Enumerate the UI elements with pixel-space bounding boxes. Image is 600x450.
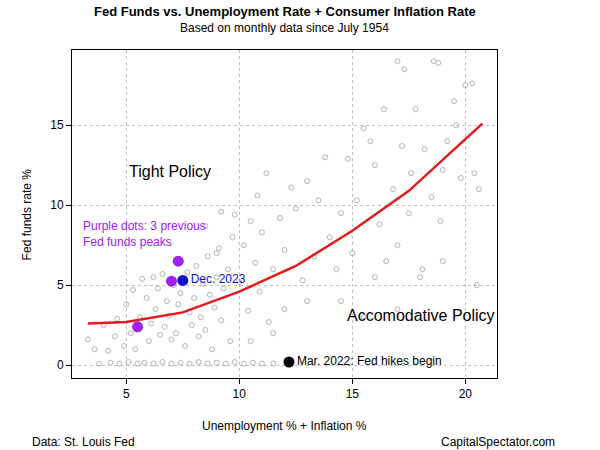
svg-text:10: 10 (233, 387, 247, 401)
svg-text:Mar. 2022: Fed hikes begin: Mar. 2022: Fed hikes begin (297, 354, 442, 368)
svg-text:Purple dots: 3 previousFed fun: Purple dots: 3 previousFed funds peaks (83, 219, 206, 249)
svg-text:20: 20 (459, 387, 473, 401)
svg-text:Fed funds rate %: Fed funds rate % (20, 169, 34, 261)
svg-text:Dec. 2023: Dec. 2023 (191, 272, 246, 286)
svg-text:10: 10 (50, 198, 64, 212)
svg-text:5: 5 (123, 387, 130, 401)
svg-text:Based on monthly data since Ju: Based on monthly data since July 1954 (180, 21, 389, 35)
svg-text:CapitalSpectator.com: CapitalSpectator.com (441, 435, 555, 449)
svg-text:Data: St. Louis Fed: Data: St. Louis Fed (32, 435, 135, 449)
svg-text:15: 15 (50, 118, 64, 132)
svg-text:0: 0 (57, 358, 64, 372)
svg-text:Accomodative Policy: Accomodative Policy (347, 307, 495, 324)
svg-text:Unemployment % + Inflation %: Unemployment % + Inflation % (202, 419, 367, 433)
svg-text:15: 15 (346, 387, 360, 401)
svg-text:Fed Funds vs. Unemployment Rat: Fed Funds vs. Unemployment Rate + Consum… (94, 4, 476, 19)
svg-text:5: 5 (57, 278, 64, 292)
svg-text:Tight Policy: Tight Policy (129, 163, 211, 180)
